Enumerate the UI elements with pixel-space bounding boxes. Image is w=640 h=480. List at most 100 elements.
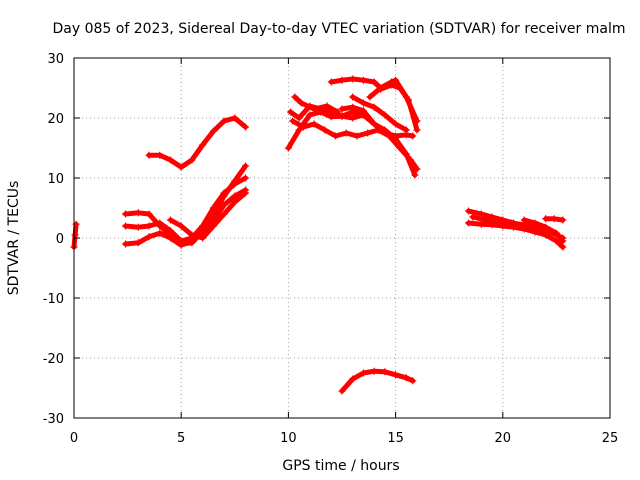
series-line [350, 94, 409, 133]
series-s20 [520, 216, 567, 245]
data-point [145, 151, 153, 159]
data-point [370, 367, 378, 375]
series-line [146, 115, 248, 170]
data-point [231, 198, 239, 206]
data-point [482, 216, 490, 224]
data-point [477, 210, 485, 218]
data-point [392, 76, 400, 84]
x-tick-label: 15 [387, 431, 404, 446]
series-s5 [121, 186, 250, 248]
data-point [177, 163, 185, 171]
data-point [220, 201, 228, 209]
data-point [291, 93, 299, 101]
data-point [370, 120, 378, 128]
data-point [387, 81, 395, 89]
data-point [145, 233, 153, 241]
y-tick-label: 20 [47, 112, 64, 127]
data-point [559, 216, 567, 224]
data-point [342, 129, 350, 137]
data-point [402, 126, 410, 134]
data-point [289, 117, 297, 125]
data-point [242, 162, 250, 170]
data-point [242, 123, 250, 131]
data-point [338, 76, 346, 84]
data-point [121, 222, 129, 230]
data-point [396, 144, 404, 152]
y-tick-label: 30 [47, 52, 64, 67]
data-point [209, 222, 217, 230]
data-point [220, 117, 228, 125]
data-point [338, 112, 346, 120]
data-point [299, 123, 307, 131]
data-point [231, 192, 239, 200]
data-point [349, 103, 357, 111]
data-point [166, 231, 174, 239]
series-s15 [349, 93, 410, 134]
data-point [321, 126, 329, 134]
data-point [134, 239, 142, 247]
data-point [411, 171, 419, 179]
data-point [552, 237, 560, 245]
y-tick-label: 10 [47, 172, 64, 187]
data-point [542, 215, 550, 223]
y-tick-label: -30 [43, 412, 64, 427]
data-point [359, 76, 367, 84]
data-point [334, 108, 342, 116]
data-point [121, 240, 129, 248]
data-point [413, 165, 421, 173]
data-point [231, 114, 239, 122]
data-point [71, 231, 79, 239]
series-line [168, 190, 248, 241]
data-point [531, 219, 539, 227]
series-s8 [287, 102, 367, 122]
data-point [145, 210, 153, 218]
axis-ticks: 0 5 10 15 20 25 -30 -20 -10 0 10 20 30 [43, 52, 619, 446]
data-point [392, 371, 400, 379]
data-point [284, 144, 292, 152]
y-axis-label: SDTVAR / TECUs [6, 181, 22, 296]
series-s2 [145, 114, 250, 171]
data-point [310, 105, 318, 113]
data-point [177, 240, 185, 248]
data-point [295, 114, 303, 122]
data-point [409, 377, 417, 385]
data-point [199, 234, 207, 242]
data-point [199, 141, 207, 149]
data-point [407, 156, 415, 164]
data-point [242, 189, 250, 197]
data-point [297, 99, 305, 107]
y-tick-label: 0 [56, 232, 64, 247]
data-point [381, 368, 389, 376]
data-point [177, 222, 185, 230]
data-point [349, 114, 357, 122]
data-point [550, 215, 558, 223]
x-tick-label: 5 [177, 431, 185, 446]
data-point [220, 189, 228, 197]
data-point [338, 105, 346, 113]
data-point [381, 129, 389, 137]
data-point [121, 210, 129, 218]
series-s11 [338, 103, 417, 140]
data-point [231, 180, 239, 188]
chart-title: Day 085 of 2023, Sidereal Day-to-day VTE… [53, 21, 626, 37]
data-point [520, 216, 528, 224]
data-point [323, 102, 331, 110]
data-point [188, 231, 196, 239]
data-point [552, 229, 560, 237]
data-point [338, 387, 346, 395]
data-point [134, 209, 142, 217]
data-point [404, 96, 412, 104]
series-line [123, 187, 248, 247]
x-tick-label: 20 [495, 431, 512, 446]
data-point [392, 120, 400, 128]
data-point [413, 126, 421, 134]
data-point [156, 229, 164, 237]
data-point [464, 219, 472, 227]
data-point [507, 219, 515, 227]
data-point [370, 78, 378, 86]
data-point [559, 237, 567, 245]
series-s6 [166, 189, 250, 242]
data-point [366, 93, 374, 101]
x-tick-label: 0 [70, 431, 78, 446]
